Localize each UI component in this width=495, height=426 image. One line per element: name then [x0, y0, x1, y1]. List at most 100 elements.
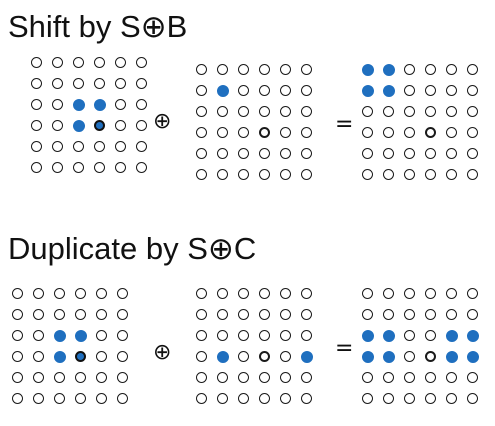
- empty-dot: [115, 162, 126, 173]
- empty-dot: [467, 372, 478, 383]
- empty-dot: [136, 162, 147, 173]
- empty-dot: [136, 57, 147, 68]
- empty-dot: [117, 351, 128, 362]
- empty-dot: [446, 106, 457, 117]
- empty-dot: [117, 330, 128, 341]
- empty-dot: [136, 141, 147, 152]
- empty-dot: [446, 148, 457, 159]
- empty-dot: [75, 372, 86, 383]
- empty-dot: [12, 393, 23, 404]
- empty-dot: [404, 351, 415, 362]
- filled-dot: [466, 329, 479, 342]
- empty-dot: [117, 372, 128, 383]
- empty-dot: [259, 288, 270, 299]
- empty-dot: [31, 141, 42, 152]
- empty-dot: [301, 288, 312, 299]
- empty-dot: [12, 351, 23, 362]
- empty-dot: [301, 106, 312, 117]
- empty-dot: [404, 85, 415, 96]
- empty-dot: [280, 85, 291, 96]
- empty-dot: [259, 330, 270, 341]
- empty-dot: [238, 148, 249, 159]
- filled-dot: [216, 84, 229, 97]
- empty-dot: [446, 127, 457, 138]
- empty-dot: [12, 330, 23, 341]
- empty-dot: [73, 162, 84, 173]
- empty-dot: [117, 309, 128, 320]
- empty-dot: [96, 351, 107, 362]
- empty-dot: [31, 78, 42, 89]
- empty-dot: [280, 148, 291, 159]
- duplicate-structuring-element-grid: [7, 283, 133, 409]
- empty-dot: [217, 393, 228, 404]
- empty-dot: [404, 330, 415, 341]
- empty-dot: [467, 148, 478, 159]
- empty-dot: [425, 309, 436, 320]
- empty-dot: [196, 393, 207, 404]
- empty-dot: [33, 288, 44, 299]
- empty-dot: [33, 309, 44, 320]
- filled-dot: [361, 350, 374, 363]
- empty-dot: [96, 372, 107, 383]
- empty-dot: [301, 64, 312, 75]
- empty-dot: [52, 99, 63, 110]
- empty-dot: [280, 372, 291, 383]
- empty-dot: [196, 372, 207, 383]
- empty-dot: [425, 169, 436, 180]
- duplicate-title: Duplicate by S⊕C: [8, 231, 257, 266]
- empty-dot: [31, 57, 42, 68]
- empty-dot: [196, 148, 207, 159]
- empty-dot: [259, 169, 270, 180]
- empty-dot: [238, 372, 249, 383]
- empty-dot: [54, 372, 65, 383]
- empty-dot: [115, 57, 126, 68]
- filled-dot: [445, 350, 458, 363]
- empty-dot: [446, 372, 457, 383]
- empty-dot: [52, 120, 63, 131]
- empty-dot: [362, 309, 373, 320]
- empty-dot: [136, 99, 147, 110]
- empty-dot: [94, 141, 105, 152]
- empty-dot: [94, 78, 105, 89]
- empty-dot: [31, 162, 42, 173]
- empty-dot: [238, 309, 249, 320]
- empty-dot: [362, 393, 373, 404]
- empty-dot: [446, 393, 457, 404]
- empty-dot: [217, 330, 228, 341]
- empty-dot: [196, 330, 207, 341]
- empty-dot: [33, 393, 44, 404]
- filled-dot: [361, 84, 374, 97]
- empty-dot: [280, 169, 291, 180]
- empty-dot: [425, 372, 436, 383]
- empty-dot: [446, 169, 457, 180]
- empty-dot: [196, 351, 207, 362]
- empty-dot: [12, 372, 23, 383]
- empty-dot: [196, 309, 207, 320]
- empty-dot: [404, 148, 415, 159]
- filled-origin-dot: [75, 351, 86, 362]
- empty-dot: [425, 288, 436, 299]
- empty-dot: [383, 106, 394, 117]
- empty-dot: [73, 78, 84, 89]
- empty-dot: [404, 169, 415, 180]
- empty-dot: [238, 288, 249, 299]
- filled-dot: [53, 329, 66, 342]
- empty-dot: [12, 309, 23, 320]
- empty-dot: [425, 85, 436, 96]
- filled-dot: [382, 63, 395, 76]
- filled-origin-dot: [94, 120, 105, 131]
- empty-dot: [446, 309, 457, 320]
- empty-dot: [96, 288, 107, 299]
- empty-dot: [217, 288, 228, 299]
- empty-dot: [383, 169, 394, 180]
- empty-dot: [467, 288, 478, 299]
- empty-dot: [217, 309, 228, 320]
- filled-dot: [216, 350, 229, 363]
- empty-dot: [238, 330, 249, 341]
- duplicate-result-grid: [357, 283, 483, 409]
- empty-dot: [75, 393, 86, 404]
- empty-dot: [238, 64, 249, 75]
- empty-dot: [383, 372, 394, 383]
- empty-dot: [217, 106, 228, 117]
- empty-dot: [33, 351, 44, 362]
